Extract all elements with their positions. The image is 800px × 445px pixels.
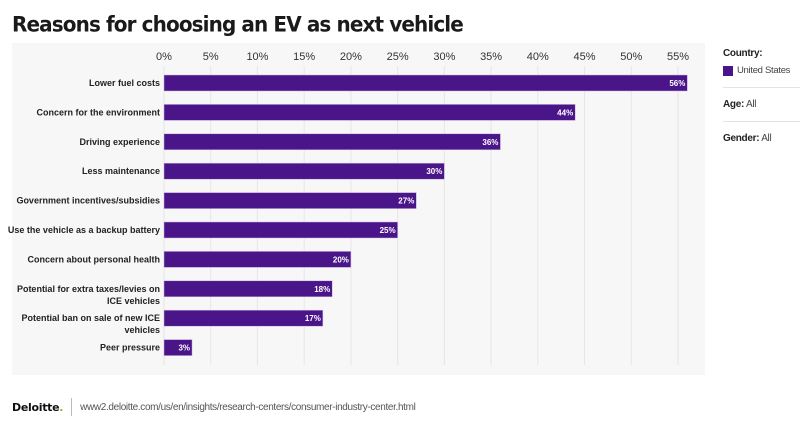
- value-label: 20%: [333, 255, 349, 264]
- country-filter-label: Country:: [723, 48, 763, 59]
- age-filter-value: All: [745, 99, 757, 110]
- x-tick-label: 40%: [527, 51, 549, 63]
- x-axis-ticks: 0% 5% 10% 15% 20% 25% 30% 35% 40% 45% 50% 55%: [156, 51, 689, 63]
- x-tick-label: 25%: [387, 51, 409, 63]
- bar[interactable]: [163, 339, 193, 356]
- bar[interactable]: [163, 309, 324, 327]
- category-label: Concern for the environment: [36, 107, 160, 117]
- footer: Deloitte. www2.deloitte.com/us/en/insigh…: [12, 398, 416, 416]
- source-url[interactable]: www2.deloitte.com/us/en/insights/researc…: [80, 401, 416, 413]
- x-tick-label: 10%: [246, 51, 268, 63]
- value-labels: 56% 44% 36% 30% 27% 25% 20% 18% 17% 3%: [178, 79, 685, 353]
- chart-panel: [12, 43, 705, 375]
- value-label: 56%: [669, 79, 685, 88]
- value-label: 30%: [426, 167, 442, 176]
- bar[interactable]: [163, 74, 688, 92]
- bar[interactable]: [163, 162, 445, 180]
- category-labels: Lower fuel costs Concern for the environm…: [8, 78, 160, 353]
- category-label: Potential for extra taxes/levies on: [17, 284, 160, 294]
- gender-filter-value: All: [761, 133, 772, 144]
- category-label: Driving experience: [79, 137, 160, 147]
- value-label: 25%: [380, 226, 396, 235]
- category-label: vehicles: [124, 325, 160, 335]
- category-label: ICE vehicles: [107, 296, 160, 306]
- gender-filter-label: Gender:: [723, 133, 760, 144]
- chart-title: Reasons for choosing an EV as next vehic…: [12, 11, 464, 37]
- value-label: 36%: [482, 138, 498, 147]
- value-label: 18%: [314, 285, 330, 294]
- category-label: Potential ban on sale of new ICE: [21, 313, 160, 323]
- x-tick-label: 45%: [574, 51, 596, 63]
- age-filter[interactable]: Age: All: [723, 99, 800, 110]
- x-tick-label: 35%: [480, 51, 502, 63]
- filter-panel: Country: United States Age: All Gender: …: [723, 48, 800, 144]
- value-label: 27%: [398, 197, 414, 206]
- category-label: Less maintenance: [82, 166, 160, 176]
- bars: [163, 74, 688, 356]
- divider: [723, 121, 800, 122]
- legend-swatch: [723, 65, 733, 76]
- bar[interactable]: [163, 192, 417, 209]
- divider: [723, 87, 800, 88]
- value-label: 3%: [178, 344, 190, 353]
- category-label: Government incentives/subsidies: [16, 196, 160, 206]
- x-tick-label: 5%: [203, 51, 219, 63]
- category-label: Lower fuel costs: [89, 78, 160, 88]
- brand-name: Deloitte: [12, 400, 60, 414]
- category-label: Peer pressure: [100, 343, 160, 353]
- x-tick-label: 50%: [620, 51, 642, 63]
- footer-divider: [71, 398, 73, 416]
- deloitte-logo: Deloitte.: [12, 401, 63, 414]
- bar[interactable]: [163, 133, 501, 151]
- value-label: 17%: [305, 314, 321, 323]
- x-tick-label: 20%: [340, 51, 362, 63]
- x-tick-label: 30%: [433, 51, 455, 63]
- bar[interactable]: [163, 280, 333, 298]
- x-tick-label: 0%: [156, 51, 172, 63]
- bar[interactable]: [163, 251, 352, 268]
- bar[interactable]: [163, 221, 398, 239]
- category-label: Concern about personal health: [27, 254, 160, 264]
- x-tick-label: 15%: [293, 51, 315, 63]
- category-label: Use the vehicle as a backup battery: [8, 225, 160, 235]
- legend-label: United States: [737, 65, 791, 76]
- bar[interactable]: [163, 104, 576, 121]
- value-label: 44%: [557, 108, 573, 117]
- legend-item-united-states[interactable]: United States: [723, 65, 800, 76]
- age-filter-label: Age:: [723, 99, 745, 110]
- x-tick-label: 55%: [667, 51, 689, 63]
- brand-dot: .: [59, 400, 64, 414]
- gender-filter[interactable]: Gender: All: [723, 133, 800, 144]
